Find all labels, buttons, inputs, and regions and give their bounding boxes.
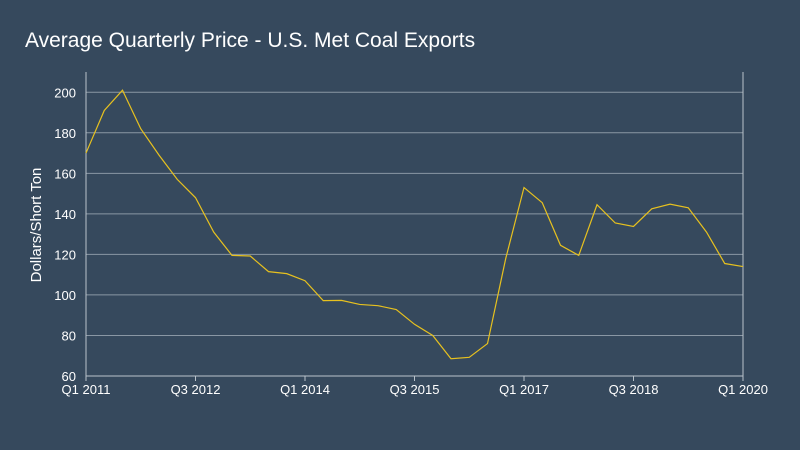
x-tick-label: Q3 2018 bbox=[609, 382, 659, 397]
x-tick-label: Q3 2012 bbox=[171, 382, 221, 397]
x-tick-label: Q1 2011 bbox=[62, 382, 111, 397]
series-line-0 bbox=[85, 89, 744, 360]
y-tick-label: 60 bbox=[62, 369, 76, 384]
x-tick-label: Q3 2015 bbox=[390, 382, 440, 397]
x-tick-label: Q1 2017 bbox=[499, 382, 549, 397]
gridlines bbox=[86, 91, 743, 336]
y-tick-label: 160 bbox=[54, 166, 76, 181]
y-tick-label: 180 bbox=[54, 126, 76, 141]
series-layer bbox=[85, 89, 744, 360]
y-tick-labels: 60 80 100 120 140 160 180 200 bbox=[54, 85, 76, 384]
y-tick-label: 120 bbox=[54, 247, 76, 262]
x-tick-label: Q1 2014 bbox=[280, 382, 330, 397]
x-tick-label: Q1 2020 bbox=[718, 382, 768, 397]
chart-title: Average Quarterly Price - U.S. Met Coal … bbox=[25, 29, 475, 52]
y-axis-label: Dollars/Short Ton bbox=[28, 168, 45, 283]
x-tick-labels: Q1 2011 Q3 2012 Q1 2014 Q3 2015 Q1 2017 Q3 20… bbox=[62, 382, 768, 397]
y-tick-label: 100 bbox=[54, 288, 76, 303]
axes bbox=[85, 72, 744, 381]
y-tick-label: 200 bbox=[54, 85, 76, 100]
y-tick-label: 140 bbox=[54, 207, 76, 222]
y-tick-label: 80 bbox=[62, 328, 76, 343]
